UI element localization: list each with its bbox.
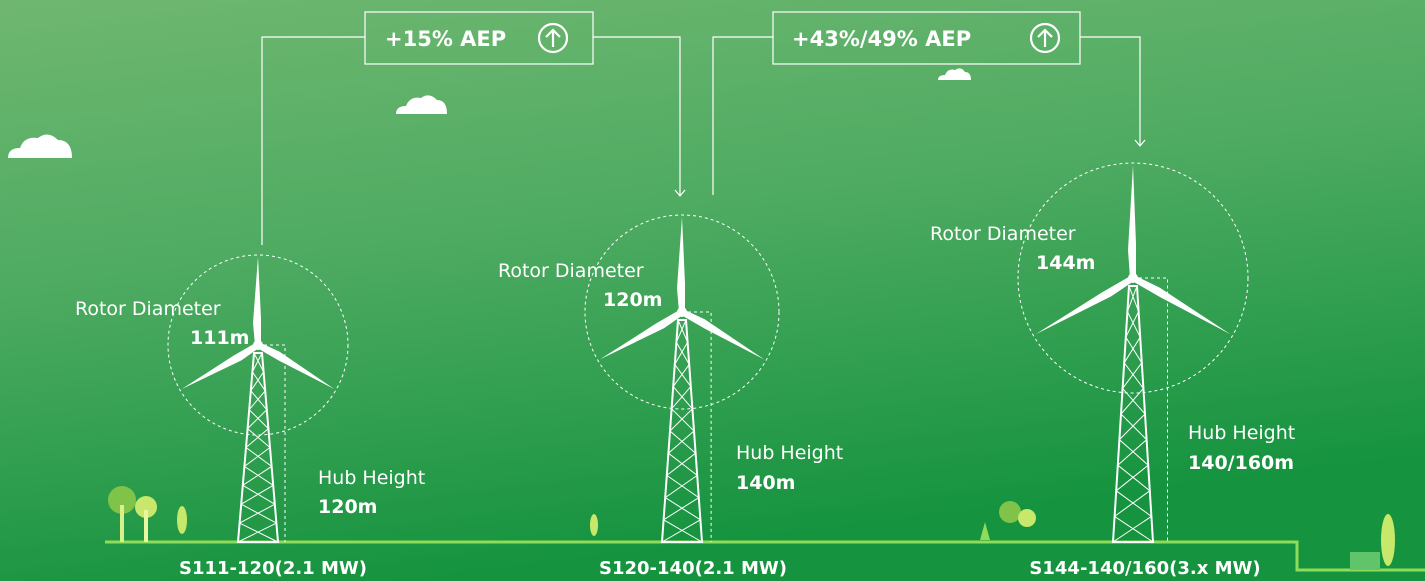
aep-box bbox=[772, 11, 1081, 65]
cloud bbox=[938, 68, 971, 80]
connectors bbox=[261, 11, 1146, 245]
aep-label: +43%/49% AEP bbox=[792, 27, 971, 51]
rotor-value: 111m bbox=[190, 327, 249, 349]
hub bbox=[677, 307, 687, 317]
tree bbox=[135, 496, 157, 518]
hub-height-marker bbox=[258, 344, 286, 542]
hub-value: 120m bbox=[318, 496, 377, 518]
up-icon bbox=[1029, 22, 1061, 54]
trees bbox=[108, 486, 1395, 570]
rotor-circle bbox=[584, 214, 780, 410]
tree-trunk bbox=[120, 505, 124, 542]
tower-lattice bbox=[1112, 285, 1154, 543]
blade bbox=[1128, 165, 1136, 278]
hub-height-marker bbox=[1133, 277, 1168, 542]
tree bbox=[590, 514, 598, 536]
rotor-circle bbox=[167, 254, 349, 436]
aep-label: +15% AEP bbox=[385, 27, 506, 51]
arrow-head bbox=[1134, 139, 1146, 147]
tree bbox=[177, 506, 187, 534]
hub-label: Hub Height bbox=[1188, 422, 1295, 444]
model-label: S120-140(2.1 MW) bbox=[599, 558, 787, 579]
turbines: Rotor Diameter 111m Hub Height 120m S111-120… bbox=[75, 162, 1295, 579]
up-icon-arrow bbox=[545, 28, 561, 47]
connector-line bbox=[593, 36, 681, 196]
rotor-label: Rotor Diameter bbox=[75, 298, 221, 320]
blade bbox=[680, 309, 765, 360]
blade bbox=[181, 342, 260, 390]
hub-label: Hub Height bbox=[736, 442, 843, 464]
blade bbox=[1131, 275, 1231, 335]
tower-lattice bbox=[237, 352, 279, 543]
tree bbox=[980, 522, 990, 540]
hub bbox=[1128, 273, 1138, 283]
up-icon-arrow bbox=[1037, 28, 1053, 47]
blade bbox=[256, 342, 335, 390]
blade bbox=[253, 256, 261, 345]
connector-line bbox=[712, 36, 773, 195]
hub bbox=[253, 340, 263, 350]
model-label: S111-120(2.1 MW) bbox=[179, 558, 367, 579]
rotor-value: 144m bbox=[1036, 252, 1095, 274]
cloud bbox=[396, 95, 447, 114]
tree bbox=[999, 501, 1021, 523]
tower-lattice bbox=[661, 319, 703, 543]
arrow-head bbox=[674, 189, 686, 197]
rotor-value: 120m bbox=[603, 289, 662, 311]
house bbox=[1350, 552, 1380, 570]
tree bbox=[108, 486, 136, 514]
hub-value: 140m bbox=[736, 472, 795, 494]
up-icon bbox=[537, 22, 569, 54]
blade bbox=[1035, 275, 1135, 335]
blade bbox=[677, 216, 685, 312]
hub-height-marker bbox=[682, 311, 712, 542]
connector-line bbox=[261, 36, 365, 245]
cloud bbox=[8, 134, 72, 158]
hub-value: 140/160m bbox=[1188, 452, 1294, 474]
rotor-label: Rotor Diameter bbox=[498, 260, 644, 282]
tree bbox=[1018, 509, 1036, 527]
aep-box bbox=[364, 11, 594, 65]
hub-label: Hub Height bbox=[318, 467, 425, 489]
tree bbox=[1381, 514, 1395, 566]
connector-line bbox=[1080, 36, 1141, 146]
rotor-circle bbox=[1017, 162, 1249, 394]
tree-trunk bbox=[144, 510, 148, 542]
clouds bbox=[8, 68, 971, 158]
blade bbox=[599, 309, 684, 360]
rotor-label: Rotor Diameter bbox=[930, 223, 1076, 245]
model-label: S144-140/160(3.x MW) bbox=[1029, 558, 1260, 579]
